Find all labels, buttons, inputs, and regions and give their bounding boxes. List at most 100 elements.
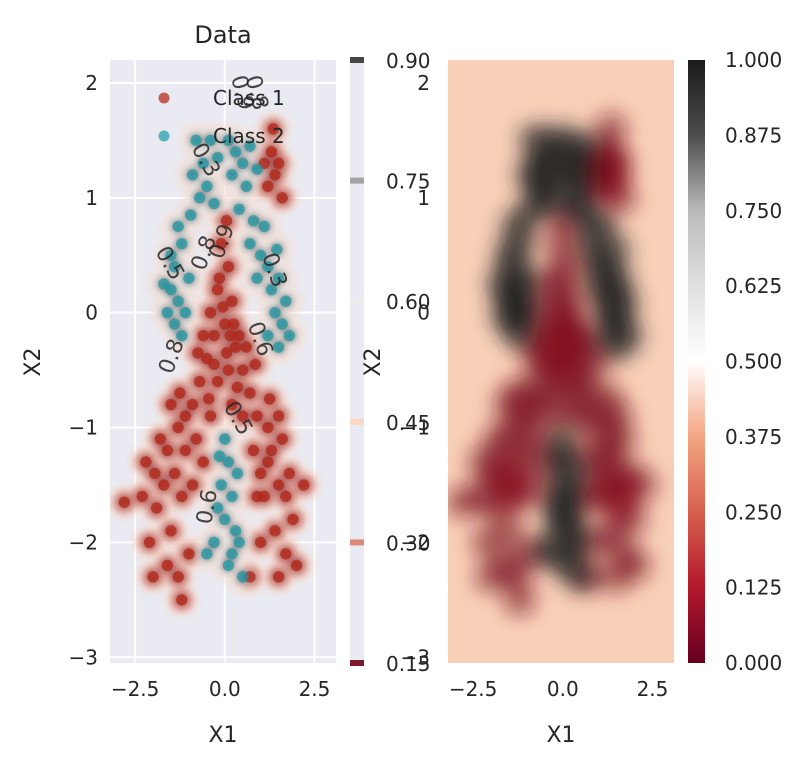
- class-1-point: [204, 306, 217, 319]
- left-scatter-points: [118, 123, 310, 606]
- left-x-tick-label: 2.5: [299, 677, 331, 701]
- class-1-point: [231, 381, 244, 394]
- class-2-point: [172, 295, 184, 307]
- class-2-point: [272, 272, 285, 284]
- class-2-point: [233, 203, 245, 216]
- class-2-point: [254, 249, 267, 262]
- class-2-point: [208, 536, 220, 549]
- class-1-point: [183, 548, 195, 560]
- right-colorbar-bar: [688, 60, 705, 663]
- class-1-point: [215, 238, 227, 250]
- class-1-point: [247, 444, 260, 457]
- class-2-point: [219, 513, 231, 526]
- class-2-point: [215, 479, 227, 491]
- class-1-point: [154, 433, 166, 445]
- class-1-point: [149, 467, 161, 480]
- class-1-point: [263, 393, 276, 405]
- left-colorbar-background: [350, 60, 364, 663]
- right-x-tick-label: 0.0: [547, 677, 579, 701]
- right-x-tick-label: −2.5: [449, 677, 498, 701]
- left-colorbar: 0.90 0.75 0.60 0.45 0.30 0.15 2 1 0 −1 −2 −3 X2: [350, 49, 431, 676]
- class-1-point: [179, 410, 192, 422]
- left-y-ticks: 2 1 0 −1 −2 −3: [69, 71, 98, 669]
- class-1-point: [147, 571, 159, 583]
- class-1-point: [150, 502, 163, 514]
- class-2-point: [190, 134, 202, 147]
- class-1-point: [172, 421, 184, 434]
- heat-low-blob: [529, 381, 564, 416]
- heat-low-blob: [563, 399, 598, 434]
- heat-high-blob: [563, 559, 598, 594]
- left-x-tick-label: −2.5: [111, 677, 160, 701]
- heat-high-blob: [597, 232, 632, 267]
- class-1-point: [244, 387, 256, 399]
- heat-low-blob: [544, 289, 578, 324]
- class-1-point: [211, 283, 224, 296]
- class-1-point: [175, 490, 188, 503]
- left-x-ticks: −2.5 0.0 2.5: [111, 677, 331, 701]
- right-colorbar-ticks: 1.000 0.875 0.750 0.625 0.500 0.375 0.250 0.125…: [725, 48, 782, 675]
- class-2-point: [186, 169, 199, 181]
- heat-high-blob: [491, 238, 526, 273]
- left-y-tick-label: −3: [69, 645, 98, 669]
- left-x-tick-label: 0.0: [209, 677, 241, 701]
- class-1-point: [220, 347, 233, 359]
- heat-region: [589, 273, 630, 330]
- heat-low-blob: [558, 370, 593, 405]
- left-colorbar-tick-label: 0.60: [386, 290, 431, 314]
- class-1-point: [143, 536, 156, 549]
- heat-low-blob: [599, 559, 634, 594]
- class-2-point: [240, 180, 253, 193]
- heat-high-blob: [499, 209, 534, 244]
- left-chart-title: Data: [194, 21, 251, 49]
- heat-low-blob: [448, 485, 480, 520]
- right-colorbar-tick-label: 0.625: [725, 274, 782, 298]
- left-chart: 0.90.80.30.50.90.8 0.30.8 0.60.50.6 −2.5 0.…: [21, 21, 336, 748]
- right-colorbar-tick-label: 0.250: [725, 500, 782, 524]
- class-1-point: [179, 444, 192, 457]
- class-1-point: [168, 467, 181, 480]
- class-2-point: [251, 272, 263, 284]
- left-colorbar-levels: [350, 57, 364, 666]
- class-1-point: [236, 364, 249, 376]
- class-2-point: [244, 238, 256, 250]
- right-chart: −2.5 0.0 2.5 X1: [448, 60, 674, 748]
- class-1-point: [140, 456, 152, 468]
- class-1-point: [228, 318, 240, 330]
- class-2-point: [231, 467, 244, 480]
- class-1-point: [224, 329, 236, 342]
- class-1-point: [118, 496, 131, 508]
- class-2-point: [262, 329, 274, 342]
- class-1-point: [193, 375, 206, 388]
- class-2-point: [193, 192, 206, 204]
- legend-label-class-2: Class 2: [213, 124, 285, 148]
- heat-high-blob: [610, 318, 645, 353]
- heat-high-blob: [540, 439, 575, 474]
- class-2-point: [183, 272, 195, 284]
- right-colorbar-tick-label: 0.875: [725, 123, 782, 147]
- class-1-point: [220, 215, 233, 227]
- class-2-point: [175, 329, 188, 342]
- overlay-y-tick-label: 1: [417, 186, 430, 210]
- class-1-point: [217, 301, 229, 313]
- class-1-point: [269, 169, 281, 181]
- heat-region: [488, 456, 529, 513]
- class-2-point: [158, 278, 170, 290]
- class-1-point: [265, 146, 278, 158]
- right-x-ticks: −2.5 0.0 2.5: [449, 677, 669, 701]
- overlay-y-tick-label: 2: [417, 71, 430, 95]
- class-2-point: [165, 249, 177, 262]
- class-1-point: [165, 398, 177, 411]
- left-colorbar-overlay-ticks: 2 1 0 −1 −2 −3: [401, 71, 430, 669]
- overlay-y-tick-label: −3: [401, 645, 430, 669]
- class-1-point: [175, 594, 188, 606]
- class-2-point: [283, 329, 296, 342]
- left-y-tick-label: 1: [85, 186, 98, 210]
- class-1-point: [202, 393, 215, 405]
- heat-region: [600, 468, 641, 525]
- class-2-point: [201, 180, 213, 193]
- class-1-point: [272, 571, 285, 583]
- left-y-tick-label: 0: [85, 301, 98, 325]
- class-2-point: [172, 220, 184, 233]
- class-2-point: [219, 433, 231, 445]
